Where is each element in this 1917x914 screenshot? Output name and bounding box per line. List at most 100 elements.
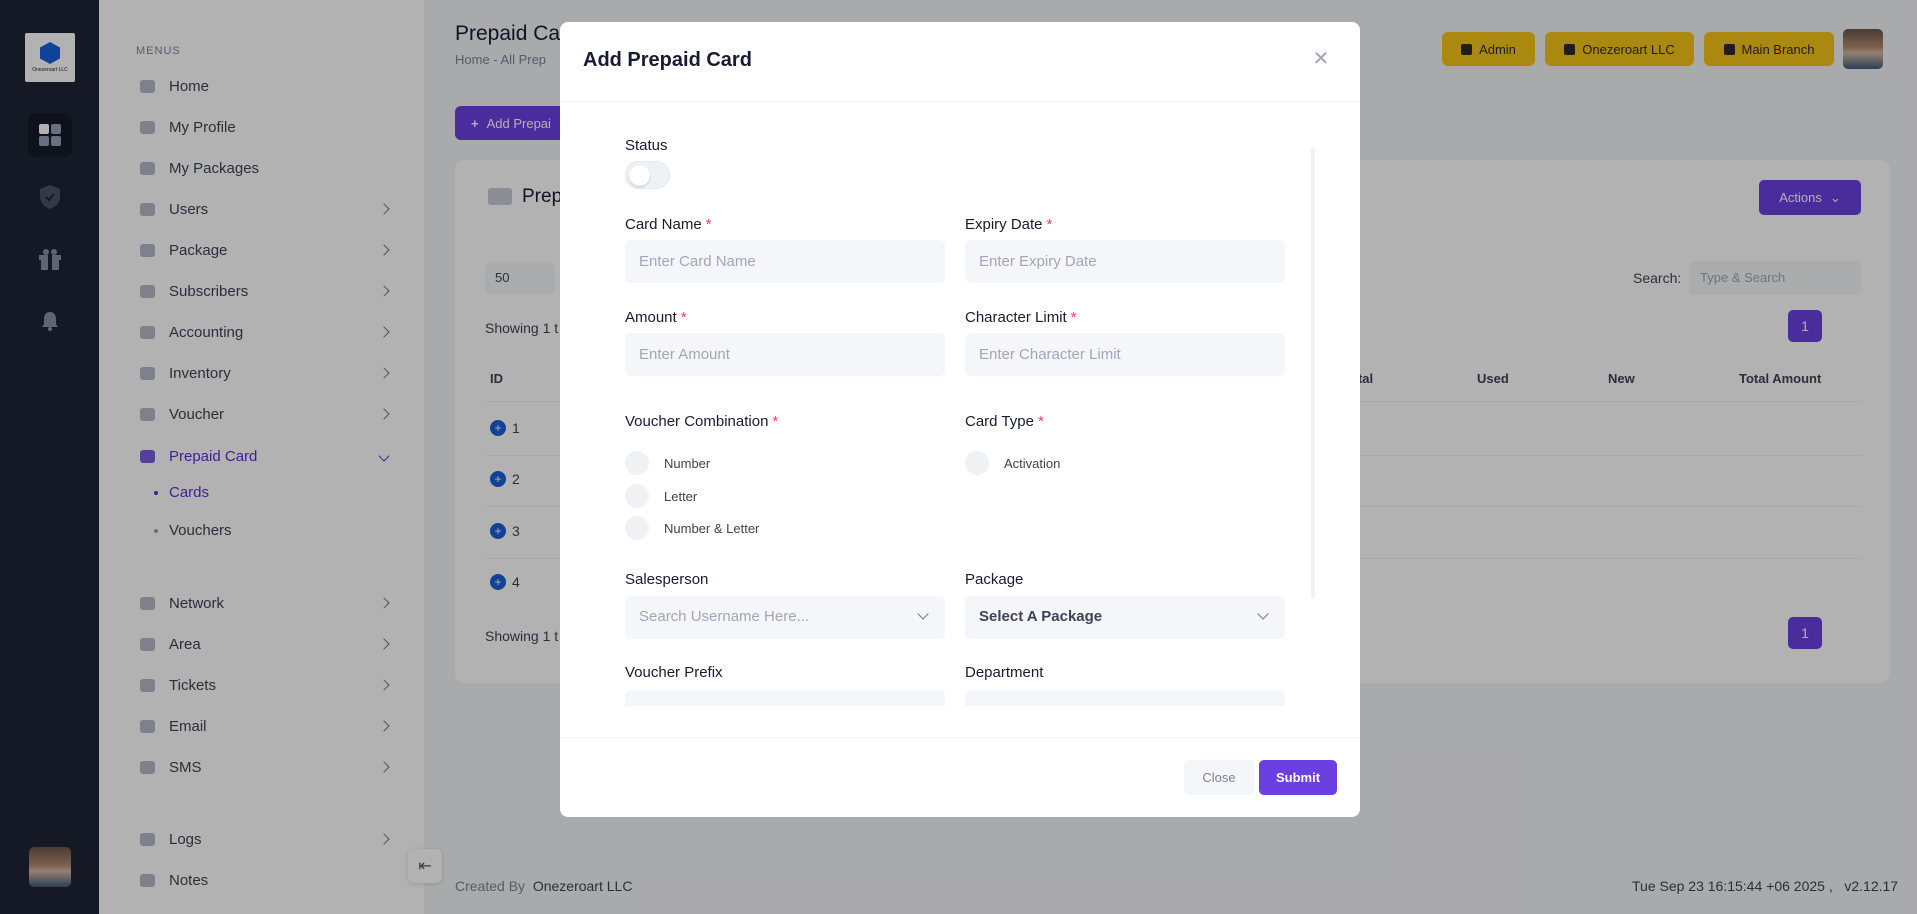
expand-icon: + — [490, 574, 506, 590]
combo-option-number-letter[interactable]: Number & Letter — [625, 516, 759, 540]
pagination-page[interactable]: 1 — [1788, 310, 1822, 342]
card-type-option-activation[interactable]: Activation — [965, 451, 1060, 475]
salesperson-label: Salesperson — [625, 571, 709, 588]
combo-option-letter[interactable]: Letter — [625, 484, 697, 508]
gifts-rail-button[interactable] — [28, 237, 72, 281]
close-icon[interactable]: ✕ — [1312, 48, 1330, 70]
user-icon — [1461, 43, 1473, 55]
plus-icon: + — [471, 115, 479, 131]
sidebar-item-email[interactable]: Email — [140, 714, 390, 738]
sidebar-item-network[interactable]: Network — [140, 591, 390, 615]
sidebar-item-label: Network — [169, 594, 225, 612]
column-header-id[interactable]: ID — [490, 371, 503, 386]
sidebar-item-area[interactable]: Area — [140, 632, 390, 656]
sidebar-item-logs[interactable]: Logs — [140, 827, 390, 851]
branch-button[interactable]: Main Branch — [1704, 32, 1834, 66]
company-logo[interactable]: Onezeroart LLC — [25, 33, 75, 82]
admin-label: Admin — [1479, 41, 1516, 57]
expiry-date-label: Expiry Date * — [965, 216, 1052, 233]
sidebar-item-label: Inventory — [169, 364, 231, 382]
card-name-input[interactable]: Enter Card Name — [625, 240, 945, 283]
package-icon — [140, 243, 155, 257]
breadcrumb[interactable]: Home - All Prep — [455, 52, 547, 67]
calculator-icon — [140, 325, 155, 339]
row-id: 4 — [512, 574, 520, 590]
sidebar-item-my-packages[interactable]: My Packages — [140, 156, 388, 180]
column-header-used[interactable]: Used — [1477, 371, 1509, 386]
log-icon — [140, 832, 155, 846]
sidebar-item-label: Subscribers — [169, 282, 249, 300]
sidebar-subitem-cards[interactable]: Cards — [154, 484, 209, 501]
table-row[interactable]: +1 — [490, 420, 520, 436]
character-limit-input[interactable]: Enter Character Limit — [965, 333, 1285, 376]
company-button[interactable]: Onezeroart LLC — [1545, 32, 1694, 66]
sidebar-item-subscribers[interactable]: Subscribers — [140, 279, 390, 303]
table-row[interactable]: +3 — [490, 523, 520, 539]
status-toggle[interactable] — [625, 161, 670, 189]
expiry-date-input[interactable]: Enter Expiry Date — [965, 240, 1285, 283]
ticket-icon — [140, 678, 155, 692]
ticket-icon — [140, 407, 155, 421]
notifications-rail-button[interactable] — [28, 299, 72, 343]
column-header-new[interactable]: New — [1608, 371, 1635, 386]
card-type-label: Card Type * — [965, 413, 1044, 430]
sidebar-item-package[interactable]: Package — [140, 238, 390, 262]
close-button[interactable]: Close — [1184, 760, 1254, 795]
page-size-select[interactable]: 50 — [485, 262, 555, 294]
add-button-label: Add Prepai — [486, 115, 551, 131]
sidebar-item-label: Area — [169, 635, 201, 653]
message-icon — [140, 760, 155, 774]
sidebar-item-label: Home — [169, 77, 210, 95]
table-row[interactable]: +4 — [490, 574, 520, 590]
sidebar-subitem-vouchers[interactable]: Vouchers — [154, 522, 232, 539]
package-icon — [140, 161, 155, 175]
user-avatar[interactable] — [29, 847, 71, 887]
voucher-combo-text: Voucher Combination — [625, 413, 769, 430]
sidebar-item-voucher[interactable]: Voucher — [140, 402, 390, 426]
voucher-prefix-input[interactable] — [625, 690, 945, 706]
salesperson-select[interactable]: Search Username Here... — [625, 596, 945, 639]
amount-input[interactable]: Enter Amount — [625, 333, 945, 376]
bell-icon — [42, 312, 58, 331]
sidebar-item-home[interactable]: Home — [140, 74, 388, 98]
package-select[interactable]: Select A Package — [965, 596, 1285, 639]
modal-scrollbar[interactable] — [1311, 148, 1315, 598]
admin-button[interactable]: Admin — [1442, 32, 1535, 66]
column-header-total-amount[interactable]: Total Amount — [1739, 371, 1822, 386]
sidebar-item-tickets[interactable]: Tickets — [140, 673, 390, 697]
sidebar-item-label: Notes — [169, 871, 209, 889]
sidebar-item-notes[interactable]: Notes — [140, 868, 388, 892]
envelope-icon — [140, 719, 155, 733]
sidebar-item-my-profile[interactable]: My Profile — [140, 115, 388, 139]
modal-footer-divider — [560, 737, 1360, 738]
submit-button[interactable]: Submit — [1259, 760, 1337, 795]
network-icon — [140, 596, 155, 610]
expand-icon: + — [490, 471, 506, 487]
sidebar-item-label: Logs — [169, 830, 202, 848]
footer-company[interactable]: Onezeroart LLC — [532, 878, 633, 894]
sidebar-item-inventory[interactable]: Inventory — [140, 361, 390, 385]
pagination-page[interactable]: 1 — [1788, 617, 1822, 649]
note-icon — [140, 873, 155, 887]
department-input[interactable] — [965, 690, 1285, 706]
sidebar-collapse-button[interactable]: ⇤ — [408, 849, 442, 883]
sidebar-item-label: Email — [169, 717, 207, 735]
sidebar-item-sms[interactable]: SMS — [140, 755, 390, 779]
add-prepaid-card-button[interactable]: + Add Prepai — [455, 106, 575, 140]
department-label: Department — [965, 664, 1044, 681]
profile-avatar[interactable] — [1843, 29, 1883, 69]
table-row[interactable]: +2 — [490, 471, 520, 487]
dashboard-rail-button[interactable] — [28, 113, 72, 157]
sidebar-item-users[interactable]: Users — [140, 197, 390, 221]
combo-option-number[interactable]: Number — [625, 451, 710, 475]
search-input[interactable]: Type & Search — [1689, 261, 1861, 295]
character-limit-label: Character Limit * — [965, 309, 1077, 326]
security-rail-button[interactable] — [28, 175, 72, 219]
modal-header: Add Prepaid Card ✕ — [560, 22, 1360, 102]
amount-text: Amount — [625, 309, 677, 326]
required-mark: * — [1070, 309, 1077, 326]
sidebar-item-label: My Packages — [169, 159, 260, 177]
sidebar-item-prepaid-card[interactable]: Prepaid Card — [140, 444, 390, 468]
sidebar-item-accounting[interactable]: Accounting — [140, 320, 390, 344]
actions-button[interactable]: Actions ⌄ — [1759, 180, 1861, 215]
